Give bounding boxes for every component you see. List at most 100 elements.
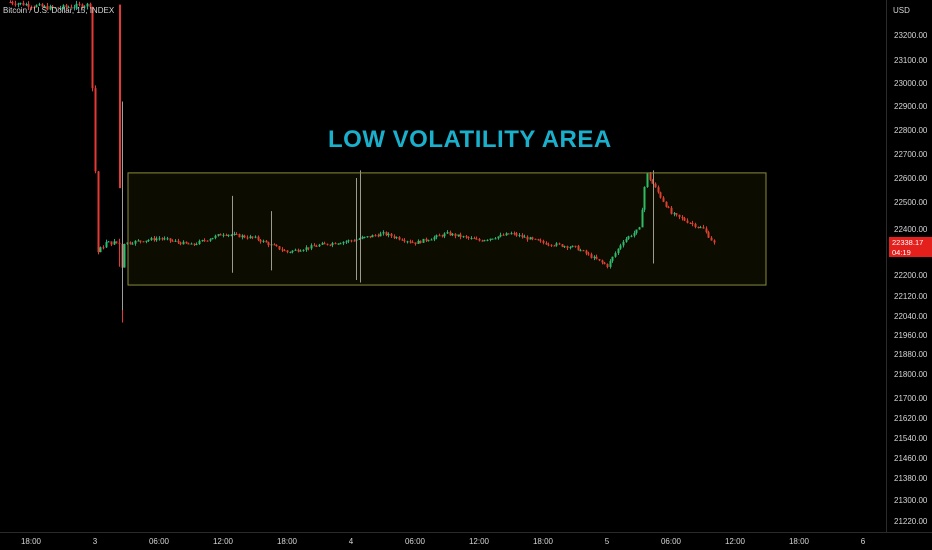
candle [43,4,46,8]
candle [339,242,342,245]
candle [169,238,172,243]
candle [78,1,81,7]
price-tick-label: 21700.00 [894,394,928,403]
candle [590,252,593,259]
candle [267,241,270,248]
candle [86,2,89,10]
candle [643,186,646,213]
candle [630,234,633,238]
candlestick-series [9,0,716,323]
candle [91,6,94,92]
last-price-value: 22338.17 [892,238,924,247]
price-tick-label: 22600.00 [894,174,928,183]
candle [41,3,44,8]
candle [147,239,150,242]
price-tick-label: 21620.00 [894,414,928,423]
candle [697,226,700,229]
candle [595,254,598,260]
candle [449,230,452,236]
candle [481,239,484,242]
candle [531,236,534,241]
candle [377,233,380,238]
time-tick-label: 06:00 [661,537,682,546]
candle [289,251,292,254]
price-axis[interactable]: 23200.00 23100.00 23000.00 22900.00 22800.00… [894,31,928,526]
candle [627,235,630,240]
candle [587,251,590,256]
candle [49,4,52,11]
candle [369,236,372,239]
candle [65,3,68,10]
candle [635,229,638,235]
candle [217,233,220,237]
candle [102,245,105,250]
candle [385,231,388,237]
candle [694,222,697,229]
candle [689,222,692,224]
candle [633,230,636,238]
price-tick-label: 23000.00 [894,79,928,88]
candle [350,239,353,243]
candle [406,240,409,244]
candle [177,238,180,245]
candle [433,235,436,242]
candle [422,238,425,243]
candle [507,233,510,235]
candle [83,5,86,10]
candle [646,173,649,188]
candle [307,247,310,251]
candle [54,7,57,9]
candle [257,235,260,242]
candle [566,245,569,250]
candle [321,241,324,246]
candle [51,4,54,11]
candle [363,236,366,239]
candle [470,236,473,240]
candle [414,242,417,246]
candle [230,234,233,237]
price-tick-label: 21800.00 [894,370,928,379]
candle [113,238,116,245]
candle [262,239,265,243]
candle [107,240,110,243]
candle [342,241,345,246]
candle [299,249,302,252]
candle [347,239,350,244]
candle [25,2,28,6]
candle [211,237,214,240]
price-tick-label: 22900.00 [894,102,928,111]
low-volatility-range-box[interactable] [127,172,767,286]
candle [70,4,73,9]
candle [214,234,217,240]
time-tick-label: 6 [861,537,866,546]
candle [345,240,348,244]
candle [563,245,566,249]
last-price-badge: 22338.17 04:19 [889,237,932,257]
candle [209,238,212,242]
price-tick-label: 22800.00 [894,126,928,135]
time-tick-label: 3 [93,537,98,546]
candle [89,2,92,9]
candle [611,256,614,263]
candle [497,236,500,240]
candle [387,232,390,238]
candle [283,248,286,252]
candle [547,242,550,247]
candle [374,234,377,237]
candle [529,236,532,240]
candle [699,225,702,229]
candle [395,236,398,240]
candle [233,231,236,236]
candle [441,234,444,238]
candle [163,236,166,241]
candle [457,234,460,237]
price-tick-label: 21540.00 [894,434,928,443]
time-tick-label: 12:00 [469,537,490,546]
candle [145,240,148,244]
time-axis[interactable]: 18:00 3 06:00 12:00 18:00 4 06:00 12:00 18:00 5 06… [21,537,866,546]
candle [206,240,209,242]
candle [379,231,382,237]
candle [166,236,169,241]
candle [142,241,145,243]
